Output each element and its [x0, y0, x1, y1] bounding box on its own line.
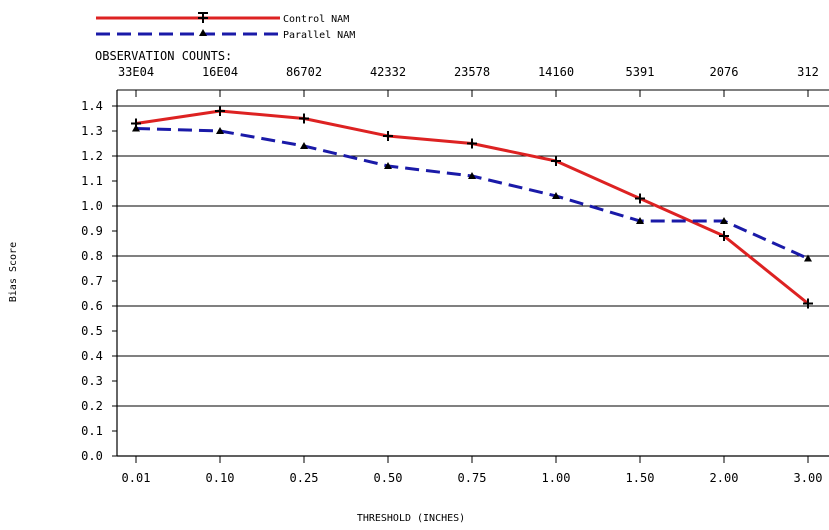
y-tick-label: 0.8: [81, 249, 103, 263]
data-point-control-nam: [551, 156, 561, 166]
legend-marker-parallel-nam: [199, 29, 207, 36]
x-axis-title: THRESHOLD (INCHES): [357, 513, 465, 524]
x-tick-label: 1.00: [542, 471, 571, 485]
legend-marker-control-nam: [198, 12, 208, 23]
y-tick-label: 0.0: [81, 449, 103, 463]
observation-counts: OBSERVATION COUNTS: 33E04 16E04 86702 42332…: [95, 49, 819, 79]
x-tick-label: 0.10: [206, 471, 235, 485]
y-tick-label: 1.1: [81, 174, 103, 188]
data-point-parallel-nam: [300, 142, 308, 149]
observation-count-value: 312: [797, 65, 819, 79]
y-tick-label: 1.2: [81, 149, 103, 163]
x-tick-label: 2.00: [710, 471, 739, 485]
data-point-parallel-nam: [804, 254, 812, 262]
observation-count-value: 23578: [454, 65, 490, 79]
y-tick-label: 1.0: [81, 199, 103, 213]
x-tick-label: 0.01: [122, 471, 151, 485]
data-point-parallel-nam: [720, 217, 728, 224]
series: [131, 106, 813, 309]
x-ticks: 0.01 0.10 0.25 0.50 0.75 1.00 1.50 2.00 3.00: [122, 90, 823, 485]
observation-count-value: 16E04: [202, 65, 238, 79]
x-tick-label: 0.50: [374, 471, 403, 485]
observation-count-value: 42332: [370, 65, 406, 79]
y-tick-label: 0.1: [81, 424, 103, 438]
legend-label-control-nam: Control NAM: [283, 14, 349, 25]
data-point-parallel-nam: [636, 217, 644, 224]
axes: [116, 89, 829, 457]
data-point-control-nam: [383, 131, 393, 141]
data-point-parallel-nam: [216, 127, 224, 134]
data-point-control-nam: [299, 113, 309, 124]
data-point-parallel-nam: [384, 162, 392, 169]
observation-count-value: 2076: [710, 65, 739, 79]
data-point-control-nam: [215, 106, 225, 116]
legend: Control NAM Parallel NAM: [96, 12, 355, 41]
y-tick-label: 0.7: [81, 274, 103, 288]
data-point-control-nam: [467, 138, 477, 149]
observation-count-value: 86702: [286, 65, 322, 79]
y-tick-label: 0.6: [81, 299, 103, 313]
y-tick-label: 0.3: [81, 374, 103, 388]
data-point-parallel-nam: [552, 192, 560, 199]
x-tick-label: 3.00: [794, 471, 823, 485]
observation-count-value: 14160: [538, 65, 574, 79]
y-tick-label: 0.4: [81, 349, 103, 363]
observation-counts-label: OBSERVATION COUNTS:: [95, 49, 232, 63]
x-tick-label: 1.50: [626, 471, 655, 485]
data-point-control-nam: [719, 231, 729, 241]
legend-label-parallel-nam: Parallel NAM: [283, 30, 355, 41]
y-tick-label: 0.9: [81, 224, 103, 238]
observation-count-value: 33E04: [118, 65, 154, 79]
observation-count-value: 5391: [626, 65, 655, 79]
y-tick-label: 1.4: [81, 99, 103, 113]
x-tick-label: 0.25: [290, 471, 319, 485]
data-point-control-nam: [635, 193, 645, 204]
y-tick-label: 0.5: [81, 324, 103, 338]
x-tick-label: 0.75: [458, 471, 487, 485]
data-point-parallel-nam: [468, 172, 476, 179]
y-ticks: 0.0 0.1 0.2 0.3 0.4 0.5 0.6 0.7 0.8 0.9 1.0 1.1 1.2 1…: [81, 99, 117, 463]
y-axis-title: Bias Score: [8, 242, 19, 302]
data-point-parallel-nam: [132, 124, 140, 132]
y-tick-label: 1.3: [81, 124, 103, 138]
y-tick-label: 0.2: [81, 399, 103, 413]
gridlines: [117, 105, 829, 407]
data-point-control-nam: [803, 298, 813, 309]
